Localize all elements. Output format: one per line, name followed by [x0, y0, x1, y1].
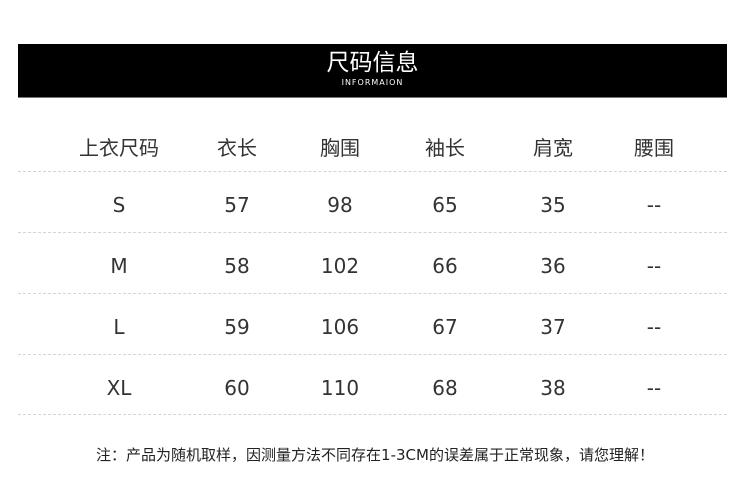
- row-divider: [18, 232, 727, 233]
- table-row: XL 60 110 68 38 --: [0, 373, 750, 403]
- table-cell: XL: [106, 376, 132, 400]
- column-header: 上衣尺码: [79, 136, 159, 160]
- table-cell: --: [646, 254, 662, 278]
- row-divider: [18, 354, 727, 355]
- table-cell: --: [646, 193, 662, 217]
- table-cell: --: [646, 376, 662, 400]
- column-header: 腰围: [634, 136, 674, 160]
- table-cell: --: [646, 315, 662, 339]
- row-divider: [18, 414, 727, 415]
- table-cell: S: [112, 193, 126, 217]
- banner-title: 尺码信息: [326, 50, 419, 76]
- row-divider: [18, 171, 727, 172]
- table-cell: 102: [320, 254, 360, 278]
- note-text: 注：产品为随机取样，因测量方法不同存在1-3CM的误差属于正常现象，请您理解！: [96, 446, 654, 464]
- table-cell: 36: [540, 254, 566, 278]
- table-cell: 68: [432, 376, 458, 400]
- column-header: 衣长: [217, 136, 257, 160]
- table-cell: 58: [224, 254, 250, 278]
- table-row: M 58 102 66 36 --: [0, 251, 750, 281]
- table-cell: 65: [432, 193, 458, 217]
- column-header: 胸围: [320, 136, 360, 160]
- table-cell: 98: [327, 193, 353, 217]
- table-cell: 66: [432, 254, 458, 278]
- table-cell: 37: [540, 315, 566, 339]
- table-cell: 60: [224, 376, 250, 400]
- table-cell: 67: [432, 315, 458, 339]
- table-cell: 106: [320, 315, 360, 339]
- table-cell: 59: [224, 315, 250, 339]
- table-header-row: 上衣尺码 衣长 胸围 袖长 肩宽 腰围: [0, 133, 750, 163]
- table-cell: 57: [224, 193, 250, 217]
- column-header: 袖长: [425, 136, 465, 160]
- table-row: S 57 98 65 35 --: [0, 190, 750, 220]
- table-cell: 110: [320, 376, 360, 400]
- row-divider: [18, 293, 727, 294]
- banner-subtitle: INFORMAION: [341, 78, 404, 87]
- table-cell: M: [110, 254, 128, 278]
- title-banner: 尺码信息 INFORMAION: [18, 44, 727, 98]
- table-cell: L: [113, 315, 125, 339]
- table-cell: 38: [540, 376, 566, 400]
- table-row: L 59 106 67 37 --: [0, 312, 750, 342]
- table-cell: 35: [540, 193, 566, 217]
- column-header: 肩宽: [533, 136, 573, 160]
